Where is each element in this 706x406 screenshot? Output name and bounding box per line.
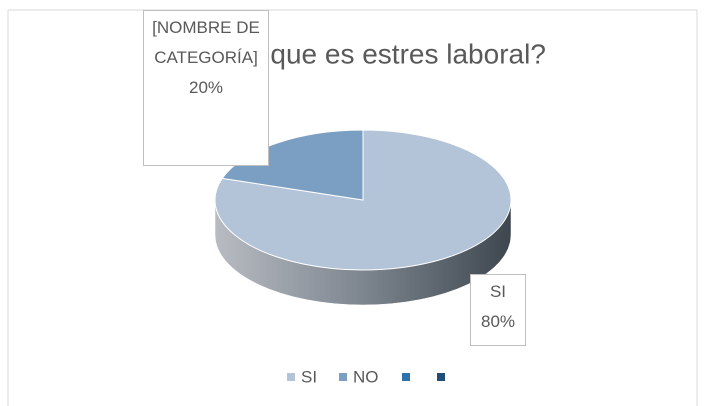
legend: SI NO xyxy=(287,367,445,386)
data-label: SI 80% xyxy=(470,274,526,346)
legend-marker xyxy=(437,373,445,381)
data-label-value: 20% xyxy=(188,78,224,97)
pie-slice xyxy=(221,129,364,201)
legend-label: SI xyxy=(301,367,317,386)
data-label-name: SI xyxy=(489,282,507,301)
legend-label: NO xyxy=(353,367,379,386)
data-label-name: [NOMBRE DE CATEGORÍA] xyxy=(152,18,260,67)
data-label: [NOMBRE DE CATEGORÍA] 20% xyxy=(143,10,269,166)
legend-marker xyxy=(402,373,410,381)
legend-marker xyxy=(339,373,347,381)
pie xyxy=(214,129,512,306)
legend-marker xyxy=(287,373,295,381)
data-label-value: 80% xyxy=(480,312,516,331)
